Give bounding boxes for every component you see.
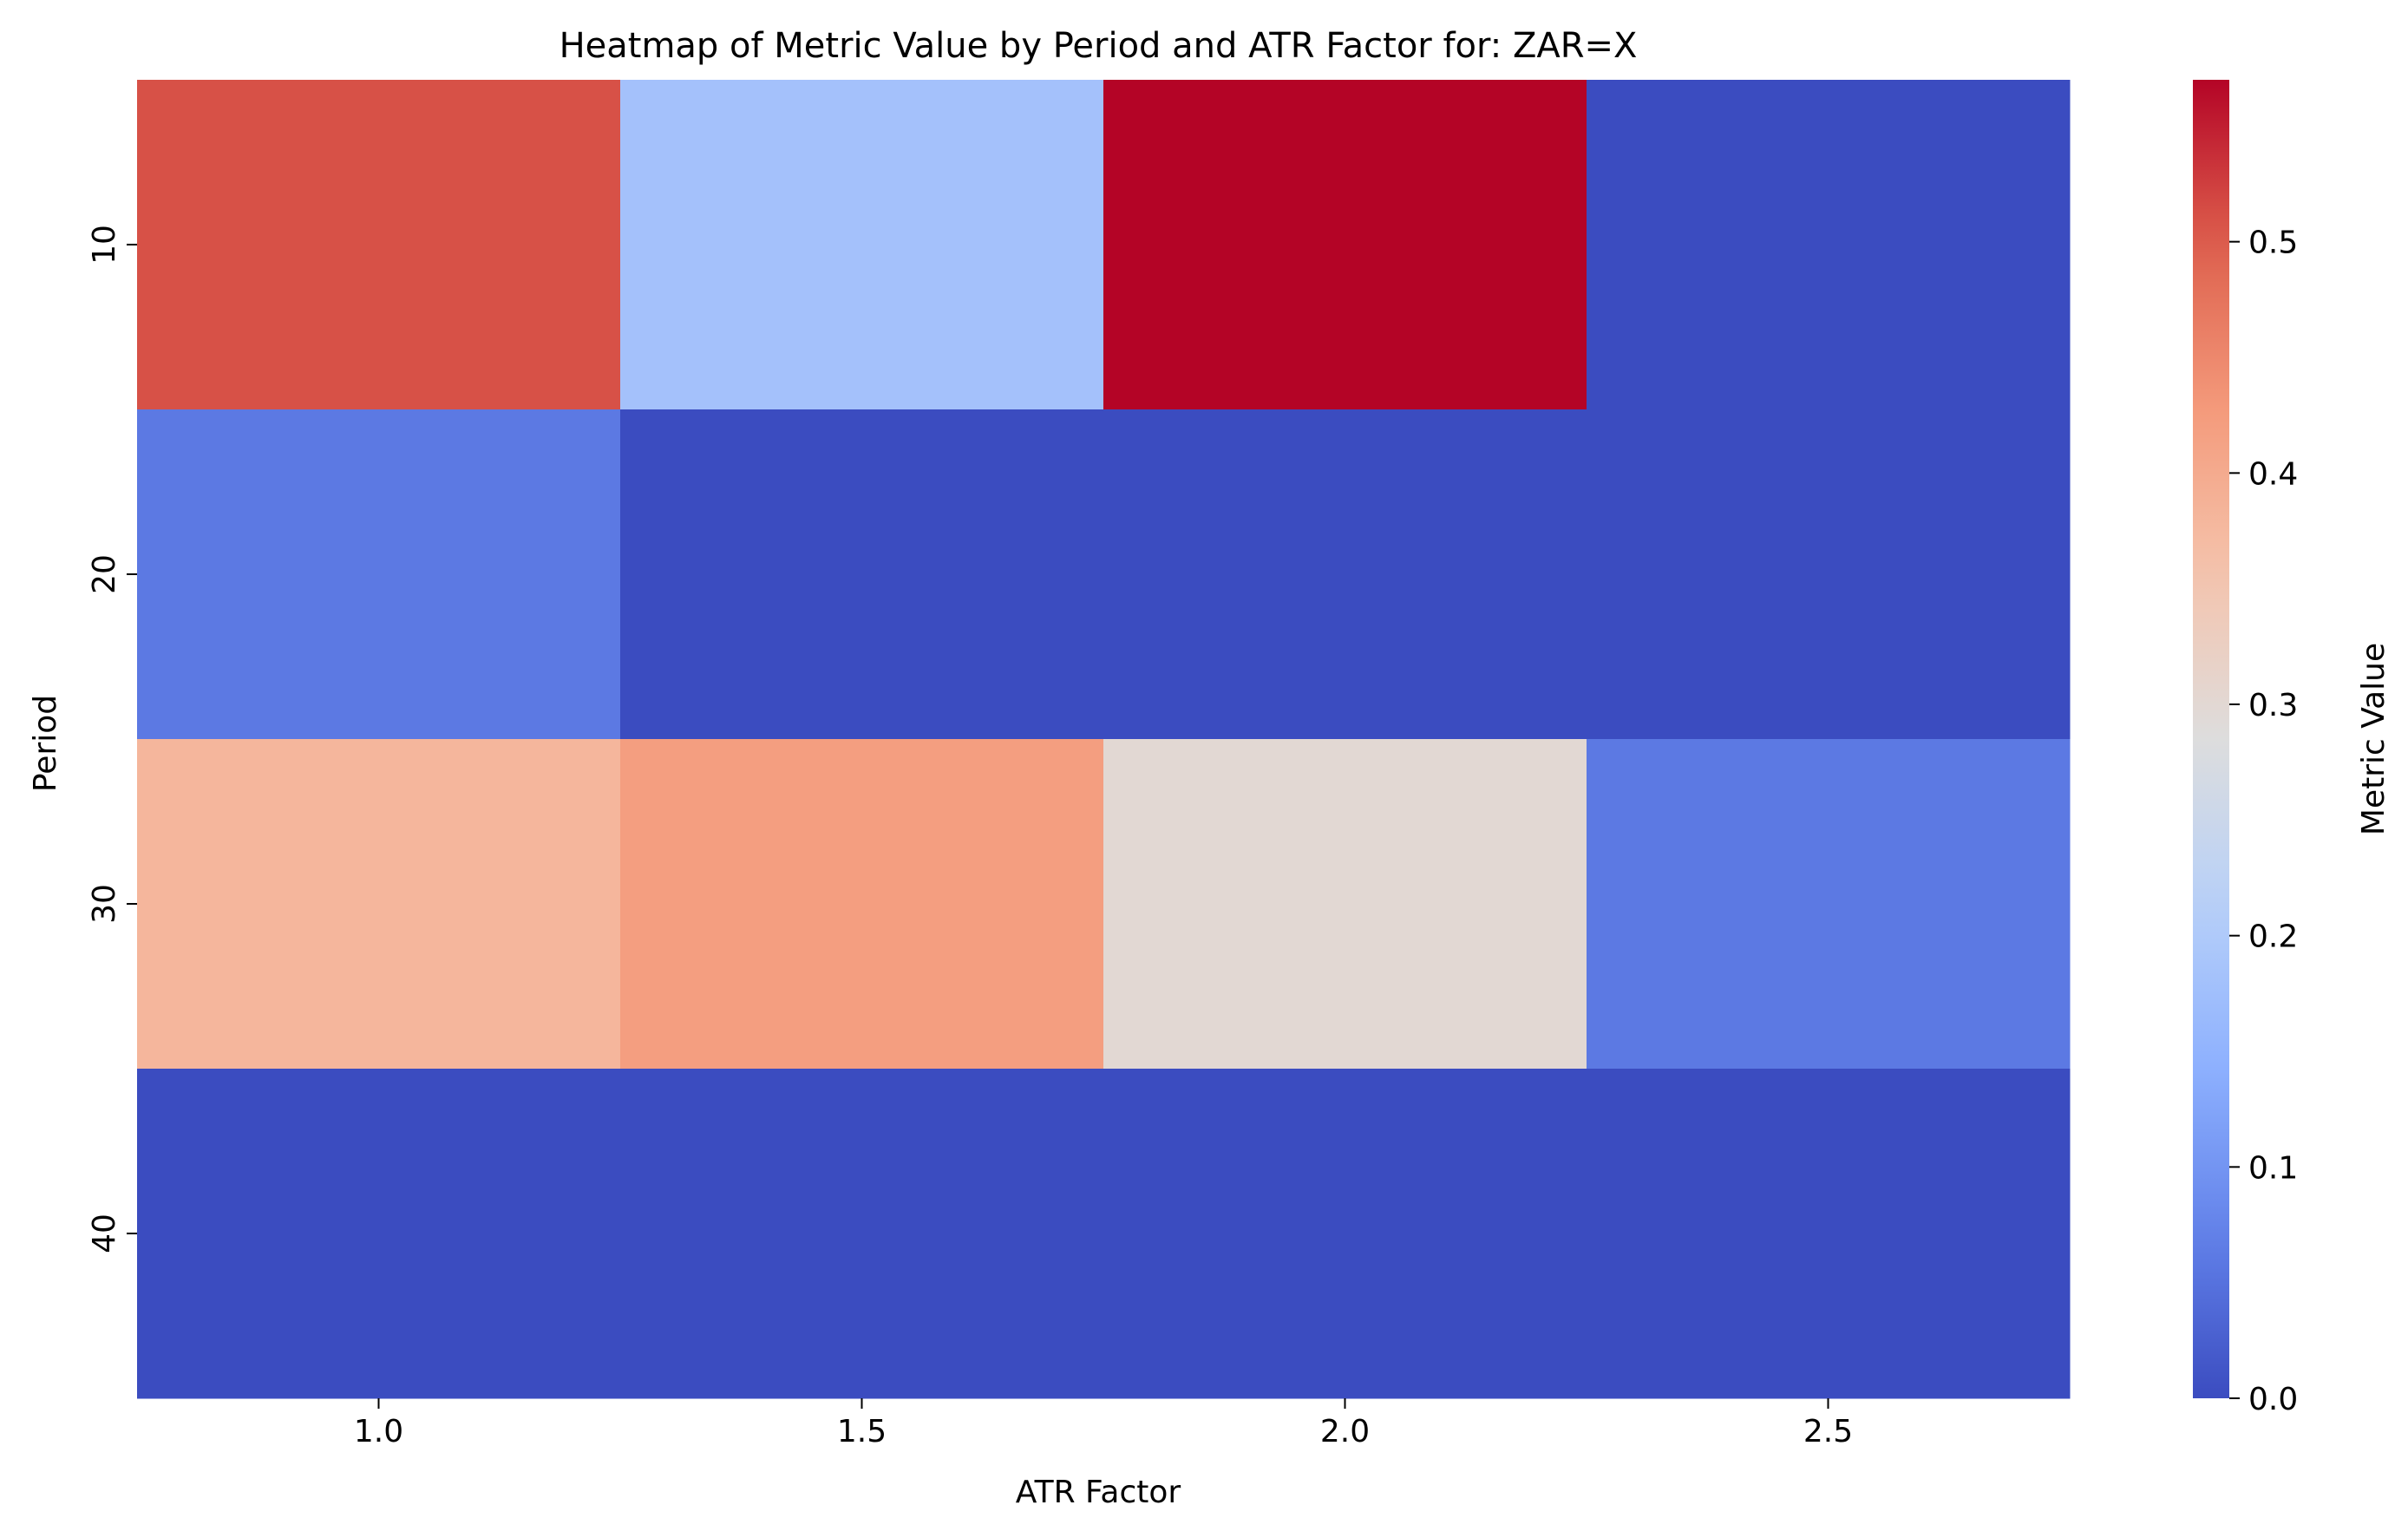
heatmap-cell: [620, 409, 1104, 740]
heatmap-cell: [137, 80, 621, 410]
chart-title: Heatmap of Metric Value by Period and AT…: [559, 26, 1638, 66]
heatmap-cell: [1587, 739, 2071, 1070]
heatmap-cell: [1587, 1069, 2071, 1399]
y-tick-label: 10: [87, 225, 122, 265]
heatmap-cell: [1103, 1069, 1587, 1399]
heatmap-cell: [137, 1069, 621, 1399]
y-axis-label: Period: [28, 695, 63, 792]
colorbar-tick-label: 0.1: [2248, 1150, 2298, 1186]
heatmap-cell: [1587, 409, 2071, 740]
colorbar-tick-label: 0.4: [2248, 456, 2298, 492]
x-axis-label: ATR Factor: [1016, 1475, 1181, 1510]
colorbar-label: Metric Value: [2356, 643, 2392, 835]
x-tick-label: 1.5: [837, 1414, 887, 1449]
colorbar-tick-label: 0.2: [2248, 919, 2298, 955]
y-tick-label: 20: [87, 554, 122, 594]
y-tick-label: 40: [87, 1214, 122, 1253]
x-axis-ticks: 1.0 1.5 2.0 2.5: [354, 1398, 1853, 1449]
heatmap-cell: [1587, 80, 2071, 410]
heatmap-cells: [137, 80, 2071, 1399]
heatmap-cell: [1103, 80, 1587, 410]
heatmap-cell: [620, 1069, 1104, 1399]
heatmap-cell: [620, 739, 1104, 1070]
colorbar: [2193, 80, 2229, 1398]
y-axis-ticks: 10 20 30 40: [87, 225, 137, 1253]
heatmap-cell: [137, 739, 621, 1070]
colorbar-tick-label: 0.3: [2248, 688, 2298, 723]
heatmap-cell: [1103, 739, 1587, 1070]
colorbar-tick-label: 0.5: [2248, 226, 2298, 261]
x-tick-label: 2.5: [1803, 1414, 1853, 1449]
heatmap-cell: [1103, 409, 1587, 740]
y-tick-label: 30: [87, 884, 122, 924]
colorbar-tick-label: 0.0: [2248, 1382, 2298, 1417]
colorbar-ticks: 0.0 0.1 0.2 0.3 0.4 0.5: [2229, 226, 2298, 1417]
x-tick-label: 1.0: [354, 1414, 403, 1449]
heatmap-cell: [137, 409, 621, 740]
heatmap-cell: [620, 80, 1104, 410]
x-tick-label: 2.0: [1320, 1414, 1370, 1449]
